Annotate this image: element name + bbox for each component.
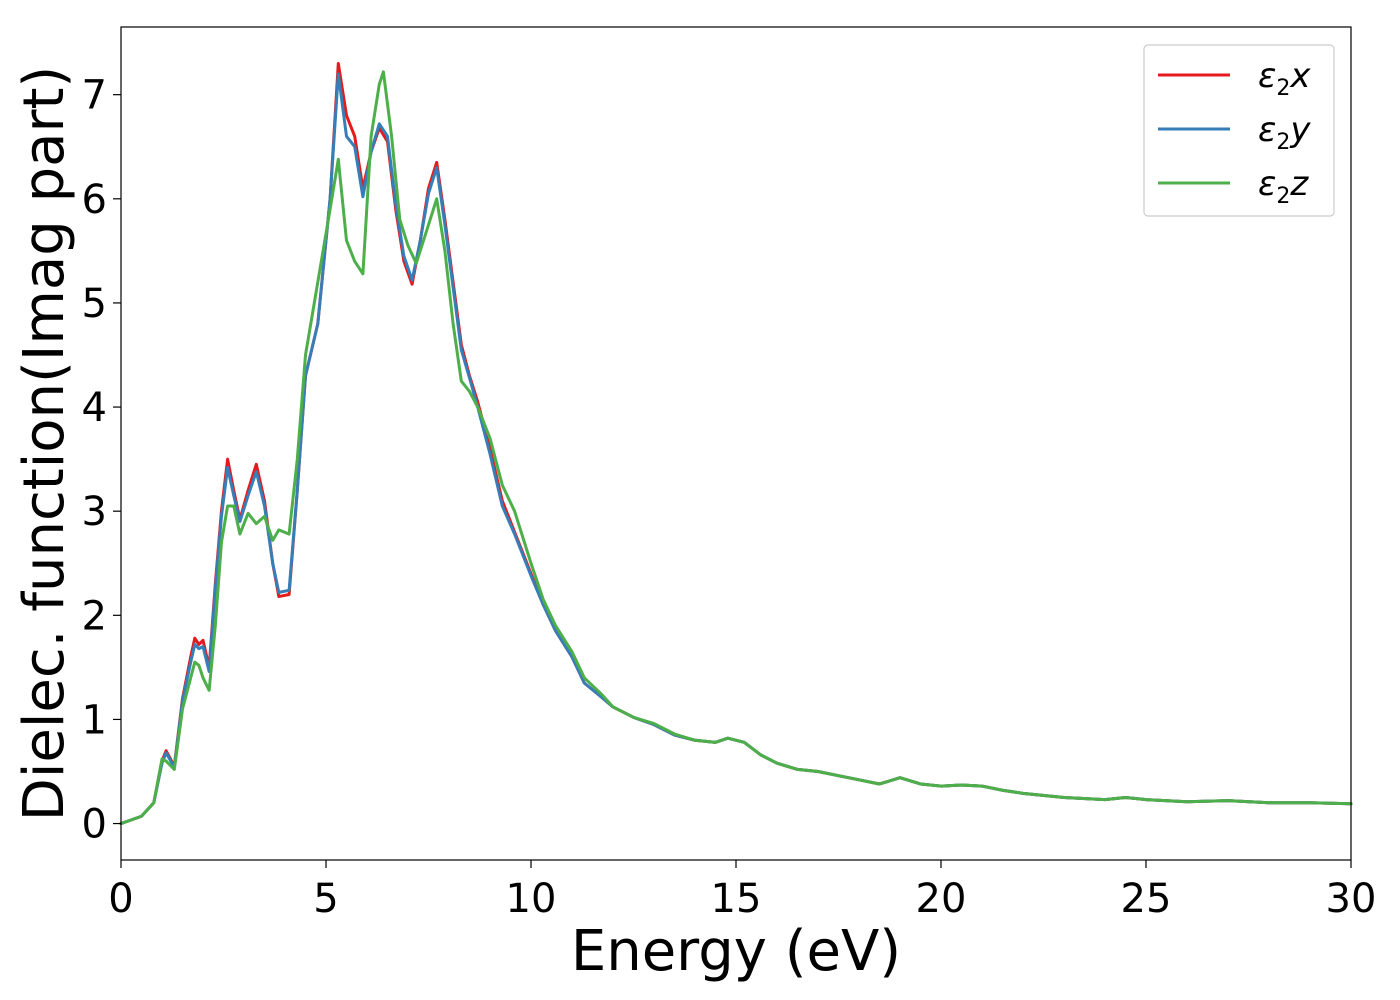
legend-label-x: ε2x <box>1258 56 1311 101</box>
x-tick-label: 10 <box>506 876 557 922</box>
x-tick-label: 5 <box>313 876 338 922</box>
x-tick-label: 20 <box>916 876 967 922</box>
x-tick-label: 0 <box>108 876 133 922</box>
y-axis-title: Dielec. function(Imag part) <box>12 66 77 822</box>
y-tick-label: 1 <box>82 697 107 743</box>
y-tick-label: 3 <box>82 489 107 535</box>
y-tick-label: 0 <box>82 802 107 848</box>
y-tick-label: 4 <box>82 385 107 431</box>
x-tick-label: 25 <box>1121 876 1172 922</box>
x-axis-title: Energy (eV) <box>571 919 901 984</box>
legend: ε2x ε2y ε2z <box>1143 44 1335 217</box>
y-tick-label: 5 <box>82 281 107 327</box>
x-tick-label: 15 <box>711 876 762 922</box>
y-axis: 0 1 2 3 4 5 6 7 <box>82 73 121 848</box>
series-line-z <box>119 70 1353 826</box>
x-axis: 0 5 10 15 20 25 30 <box>108 860 1376 922</box>
y-tick-label: 6 <box>82 177 107 223</box>
y-tick-label: 2 <box>82 593 107 639</box>
y-tick-label: 7 <box>82 73 107 119</box>
series-layer <box>119 61 1353 826</box>
x-tick-label: 30 <box>1326 876 1377 922</box>
legend-label-y: ε2y <box>1258 110 1311 155</box>
legend-label-z: ε2z <box>1258 164 1309 209</box>
legend-box <box>1143 44 1335 217</box>
